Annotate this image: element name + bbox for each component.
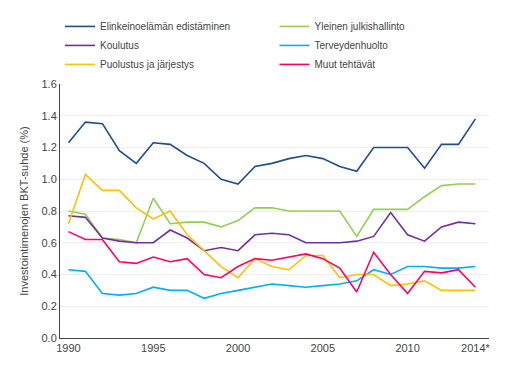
svg-text:0.4: 0.4 <box>42 268 57 280</box>
svg-text:1995: 1995 <box>141 342 165 354</box>
svg-text:1.2: 1.2 <box>42 141 57 153</box>
svg-text:1.6: 1.6 <box>42 78 57 90</box>
svg-text:2005: 2005 <box>311 342 335 354</box>
svg-text:0.0: 0.0 <box>42 332 57 344</box>
svg-text:1.0: 1.0 <box>42 173 57 185</box>
svg-text:0.2: 0.2 <box>42 300 57 312</box>
svg-text:2010: 2010 <box>395 342 419 354</box>
svg-text:Elinkeinoelämän edistäminen: Elinkeinoelämän edistäminen <box>100 21 230 32</box>
svg-text:Muut tehtävät: Muut tehtävät <box>315 59 376 70</box>
svg-text:1990: 1990 <box>56 342 80 354</box>
svg-text:Puolustus ja järjestys: Puolustus ja järjestys <box>100 59 194 70</box>
svg-text:2000: 2000 <box>226 342 250 354</box>
svg-text:2014*: 2014* <box>461 342 490 354</box>
svg-text:0.6: 0.6 <box>42 237 57 249</box>
svg-text:Investointimenojen BKT-suhde (: Investointimenojen BKT-suhde (%) <box>18 126 30 295</box>
svg-text:0.8: 0.8 <box>42 205 57 217</box>
svg-text:Yleinen julkishallinto: Yleinen julkishallinto <box>315 21 405 32</box>
svg-text:1.4: 1.4 <box>42 110 57 122</box>
svg-text:Koulutus: Koulutus <box>100 40 139 51</box>
svg-text:Terveydenhuolto: Terveydenhuolto <box>315 40 389 51</box>
